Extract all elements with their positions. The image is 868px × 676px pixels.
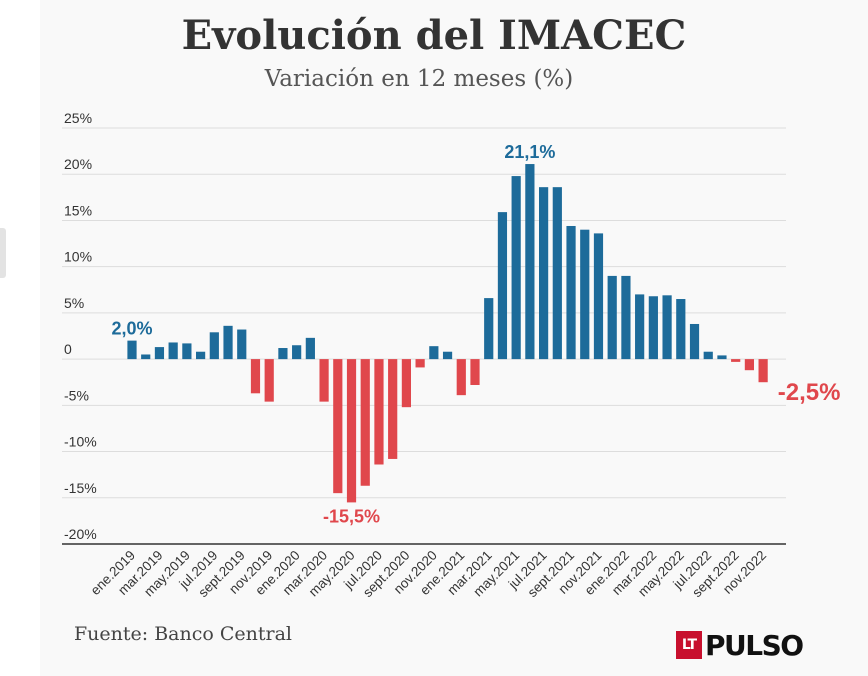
bar-ago.2022: [717, 355, 727, 360]
bar-jul.2020: [374, 359, 384, 465]
bar-jul.2022: [703, 351, 713, 360]
bar-sept.2019: [237, 329, 247, 360]
bar-mar.2019: [154, 347, 165, 360]
bar-abr.2019: [168, 342, 178, 360]
bar-may.2019: [182, 343, 192, 360]
data-label: -2,5%: [778, 379, 841, 406]
bar-dic.2020: [442, 351, 453, 360]
bar-jun.2022: [689, 323, 700, 360]
side-tab[interactable]: [0, 228, 6, 278]
y-tick-label: -5%: [64, 387, 89, 403]
bar-jun.2019: [196, 351, 206, 360]
bar-nov.2021: [593, 233, 604, 360]
bar-sept.2020: [401, 359, 411, 408]
bar-may.2022: [676, 299, 686, 360]
bar-jul.2019: [209, 332, 219, 360]
source-note: Fuente: Banco Central: [74, 623, 293, 645]
chart-subtitle: Variación en 12 meses (%): [264, 66, 574, 92]
bar-ago.2021: [552, 187, 562, 360]
bar-mar.2022: [648, 296, 658, 360]
y-tick-label: 5%: [64, 295, 84, 311]
bar-oct.2019: [250, 359, 261, 394]
y-tick-label: 10%: [64, 249, 92, 265]
bar-sept.2021: [566, 225, 576, 360]
chart-panel: [40, 0, 868, 676]
bar-abr.2020: [333, 359, 343, 494]
bar-abr.2022: [662, 295, 672, 360]
bar-nov.2019: [264, 359, 274, 402]
bar-ago.2020: [388, 359, 398, 459]
bar-jun.2021: [525, 164, 535, 360]
bar-ene.2021: [456, 359, 466, 396]
data-label: 2,0%: [111, 319, 152, 339]
bar-nov.2022: [758, 359, 768, 383]
bar-ene.2020: [292, 345, 302, 360]
data-label: 21,1%: [504, 142, 555, 162]
bar-oct.2022: [744, 359, 754, 371]
bar-feb.2020: [305, 337, 315, 360]
bar-nov.2020: [429, 346, 439, 360]
bar-feb.2022: [635, 294, 645, 360]
pulso-logo: LT PULSO: [676, 628, 804, 662]
bar-jul.2021: [539, 187, 549, 360]
data-label: -15,5%: [323, 506, 380, 526]
logo-text: PULSO: [705, 628, 804, 662]
bar-ene.2022: [621, 275, 631, 360]
bar-sept.2022: [731, 359, 741, 362]
bar-may.2021: [511, 176, 521, 360]
bar-mar.2020: [319, 359, 329, 402]
bar-oct.2021: [580, 229, 590, 360]
logo-badge: LT: [676, 631, 702, 659]
bar-jun.2020: [360, 359, 370, 486]
bar-mar.2021: [484, 298, 494, 360]
bar-abr.2021: [497, 212, 508, 360]
y-tick-label: 25%: [64, 110, 92, 126]
bar-oct.2020: [415, 359, 425, 368]
bar-ene.2019: [127, 340, 137, 360]
y-tick-label: -15%: [64, 480, 97, 496]
bar-dic.2021: [607, 275, 617, 360]
bar-dic.2019: [278, 348, 288, 360]
bar-may.2020: [346, 359, 357, 503]
y-tick-label: -10%: [64, 434, 97, 450]
y-tick-label: 0: [64, 341, 72, 357]
bar-feb.2021: [470, 359, 480, 385]
bar-ago.2019: [223, 325, 233, 360]
chart-title: Evolución del IMACEC: [181, 12, 687, 59]
y-tick-label: 15%: [64, 202, 92, 218]
y-tick-label: 20%: [64, 156, 92, 172]
y-tick-label: -20%: [64, 526, 97, 542]
bar-feb.2019: [141, 354, 151, 360]
